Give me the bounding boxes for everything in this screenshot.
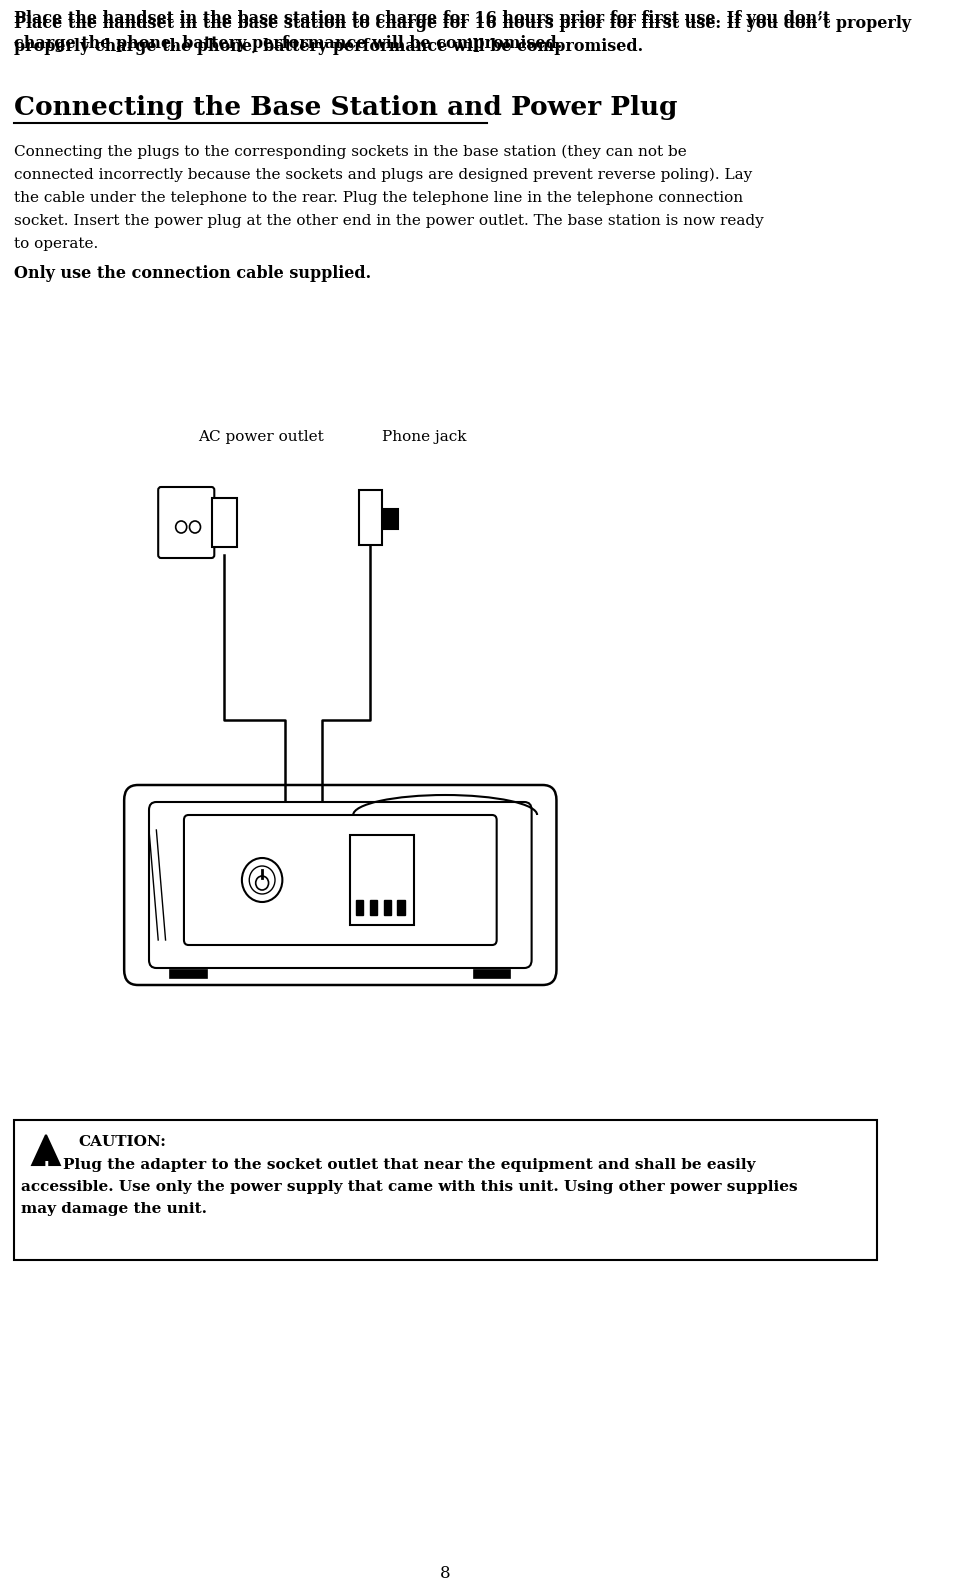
Text: Place the handset in the base station to charge for 16 hours prior for first use: Place the handset in the base station to… (14, 10, 830, 27)
Text: !: ! (43, 1160, 49, 1177)
Bar (370, 901, 378, 915)
Text: properly charge the phone, battery performance will be compromised.: properly charge the phone, battery perfo… (14, 38, 643, 56)
Text: may damage the unit.: may damage the unit. (21, 1201, 207, 1216)
Text: socket. Insert the power plug at the other end in the power outlet. The base sta: socket. Insert the power plug at the oth… (14, 215, 764, 228)
Circle shape (190, 520, 200, 533)
Text: connected incorrectly because the sockets and plugs are designed prevent reverse: connected incorrectly because the socket… (14, 169, 752, 183)
Text: CAUTION:: CAUTION: (78, 1134, 166, 1149)
Text: to operate.: to operate. (14, 237, 98, 251)
Bar (170, 971, 207, 978)
FancyBboxPatch shape (149, 802, 531, 967)
Bar (473, 971, 510, 978)
Text: 8: 8 (439, 1566, 450, 1581)
Text: AC power outlet: AC power outlet (197, 430, 323, 444)
Bar (383, 509, 398, 528)
Bar (359, 490, 381, 546)
Circle shape (175, 520, 187, 533)
FancyBboxPatch shape (158, 487, 214, 558)
Bar (383, 901, 391, 915)
Text: Only use the connection cable supplied.: Only use the connection cable supplied. (14, 266, 371, 282)
Text: Plug the adapter to the socket outlet that near the equipment and shall be easil: Plug the adapter to the socket outlet th… (21, 1158, 756, 1173)
Polygon shape (32, 1134, 60, 1165)
Bar (356, 901, 363, 915)
Circle shape (256, 877, 268, 889)
Text: accessible. Use only the power supply that came with this unit. Using other powe: accessible. Use only the power supply th… (21, 1181, 798, 1193)
Bar (349, 835, 414, 924)
Bar (14, 1120, 877, 1260)
Circle shape (242, 858, 283, 902)
FancyBboxPatch shape (184, 815, 497, 945)
Text: Connecting the Base Station and Power Plug: Connecting the Base Station and Power Pl… (14, 95, 678, 119)
Circle shape (249, 866, 275, 894)
FancyBboxPatch shape (124, 784, 557, 985)
Text: Connecting the plugs to the corresponding sockets in the base station (they can : Connecting the plugs to the correspondin… (14, 145, 686, 159)
Text: Place the handset in the base station to charge for 16 hours prior for first use: Place the handset in the base station to… (14, 14, 911, 51)
Text: Phone jack: Phone jack (381, 430, 467, 444)
Text: the cable under the telephone to the rear. Plug the telephone line in the teleph: the cable under the telephone to the rea… (14, 191, 742, 205)
Bar (397, 901, 405, 915)
Bar (212, 498, 237, 547)
